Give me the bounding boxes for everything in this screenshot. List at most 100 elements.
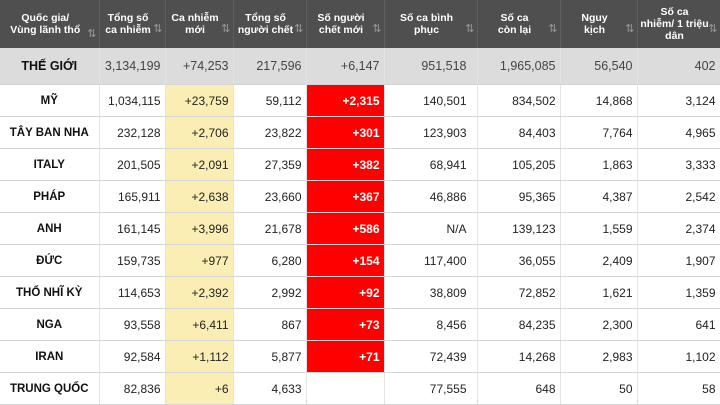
sort-icon: ⇅ (465, 23, 474, 35)
deaths-cell: 23,822 (233, 116, 307, 149)
sort-icon: ⇅ (708, 23, 717, 35)
active-cell: 105,205 (477, 148, 561, 181)
total-cases-cell: 232,128 (99, 116, 166, 149)
table-row: TÂY BAN NHA 232,128 +2,706 23,822 +301 1… (0, 116, 720, 149)
deaths-cell: 5,877 (233, 340, 307, 373)
new-cases-cell: +23,759 (165, 84, 234, 117)
table-row: PHÁP 165,911 +2,638 23,660 +367 46,886 9… (0, 180, 720, 213)
country-cell: TRUNG QUỐC (0, 372, 100, 405)
country-cell: THẾ GIỚI (0, 48, 100, 85)
sort-icon: ⇅ (625, 23, 634, 35)
new-cases-cell: +977 (165, 244, 234, 277)
critical-cell: 7,764 (560, 116, 638, 149)
new-cases-cell: +6 (165, 372, 234, 405)
total-cases-cell: 1,034,115 (99, 84, 166, 117)
critical-cell: 1,621 (560, 276, 638, 309)
col-header-new-cases[interactable]: Ca nhiễm mới ⇅ (165, 0, 234, 48)
recovered-cell: 38,809 (384, 276, 478, 309)
new-cases-cell: +3,996 (165, 212, 234, 245)
active-cell: 95,365 (477, 180, 561, 213)
table-row: ANH 161,145 +3,996 21,678 +586 N/A 139,1… (0, 212, 720, 245)
active-cell: 648 (477, 372, 561, 405)
new-cases-cell: +2,091 (165, 148, 234, 181)
recovered-cell: 8,456 (384, 308, 478, 341)
total-cases-cell: 161,145 (99, 212, 166, 245)
active-cell: 84,403 (477, 116, 561, 149)
new-cases-cell: +1,112 (165, 340, 234, 373)
per-million-cell: 1,102 (637, 340, 720, 373)
sort-icon: ⇅ (153, 23, 162, 35)
new-cases-cell: +2,392 (165, 276, 234, 309)
col-header-per-million[interactable]: Số ca nhiễm/ 1 triệu dân ⇅ (637, 0, 720, 48)
total-cases-cell: 114,653 (99, 276, 166, 309)
sort-icon: ⇅ (294, 23, 303, 35)
per-million-cell: 1,907 (637, 244, 720, 277)
header-row: Quốc gia/ Vùng lãnh thổ ⇅ Tổng số ca nhiễ… (0, 0, 720, 48)
critical-cell: 14,868 (560, 84, 638, 117)
new-cases-cell: +6,411 (165, 308, 234, 341)
per-million-cell: 2,542 (637, 180, 720, 213)
new-deaths-cell: +367 (306, 180, 385, 213)
total-cases-cell: 3,134,199 (99, 48, 166, 85)
per-million-cell: 3,333 (637, 148, 720, 181)
critical-cell: 2,983 (560, 340, 638, 373)
per-million-cell: 402 (637, 48, 720, 85)
critical-cell: 4,387 (560, 180, 638, 213)
recovered-cell: 140,501 (384, 84, 478, 117)
deaths-cell: 59,112 (233, 84, 307, 117)
recovered-cell: 68,941 (384, 148, 478, 181)
table-row: MỸ 1,034,115 +23,759 59,112 +2,315 140,5… (0, 84, 720, 117)
sort-icon: ⇅ (548, 23, 557, 35)
critical-cell: 56,540 (560, 48, 638, 85)
active-cell: 14,268 (477, 340, 561, 373)
new-deaths-cell: +382 (306, 148, 385, 181)
per-million-cell: 4,965 (637, 116, 720, 149)
active-cell: 1,965,085 (477, 48, 561, 85)
col-header-new-deaths[interactable]: Số người chết mới ⇅ (306, 0, 385, 48)
new-deaths-cell: +92 (306, 276, 385, 309)
total-cases-cell: 165,911 (99, 180, 166, 213)
total-cases-cell: 92,584 (99, 340, 166, 373)
country-cell: NGA (0, 308, 100, 341)
table-row: THỔ NHĨ KỲ 114,653 +2,392 2,992 +92 38,8… (0, 276, 720, 309)
col-header-country[interactable]: Quốc gia/ Vùng lãnh thổ ⇅ (0, 0, 100, 48)
deaths-cell: 21,678 (233, 212, 307, 245)
sort-icon: ⇅ (372, 23, 381, 35)
total-cases-cell: 201,505 (99, 148, 166, 181)
critical-cell: 1,559 (560, 212, 638, 245)
critical-cell: 2,409 (560, 244, 638, 277)
col-header-total-cases[interactable]: Tổng số ca nhiễm ⇅ (99, 0, 166, 48)
table-row: TRUNG QUỐC 82,836 +6 4,633 77,555 648 50… (0, 372, 720, 405)
new-deaths-cell: +73 (306, 308, 385, 341)
recovered-cell: 77,555 (384, 372, 478, 405)
country-cell: ANH (0, 212, 100, 245)
col-header-critical[interactable]: Nguy kịch ⇅ (560, 0, 638, 48)
country-cell: PHÁP (0, 180, 100, 213)
table-row: NGA 93,558 +6,411 867 +73 8,456 84,235 2… (0, 308, 720, 341)
recovered-cell: 72,439 (384, 340, 478, 373)
country-cell: TÂY BAN NHA (0, 116, 100, 149)
per-million-cell: 58 (637, 372, 720, 405)
country-cell: IRAN (0, 340, 100, 373)
per-million-cell: 3,124 (637, 84, 720, 117)
col-header-total-deaths[interactable]: Tổng số người chết ⇅ (233, 0, 307, 48)
new-deaths-cell: +2,315 (306, 84, 385, 117)
active-cell: 834,502 (477, 84, 561, 117)
deaths-cell: 6,280 (233, 244, 307, 277)
table-row-world: THẾ GIỚI 3,134,199 +74,253 217,596 +6,14… (0, 48, 720, 85)
critical-cell: 2,300 (560, 308, 638, 341)
recovered-cell: 46,886 (384, 180, 478, 213)
col-header-recovered[interactable]: Số ca bình phục ⇅ (384, 0, 478, 48)
critical-cell: 50 (560, 372, 638, 405)
total-cases-cell: 93,558 (99, 308, 166, 341)
new-deaths-cell (306, 372, 385, 405)
col-header-active[interactable]: Số ca còn lại ⇅ (477, 0, 561, 48)
recovered-cell: 951,518 (384, 48, 478, 85)
table-row: IRAN 92,584 +1,112 5,877 +71 72,439 14,2… (0, 340, 720, 373)
per-million-cell: 641 (637, 308, 720, 341)
deaths-cell: 23,660 (233, 180, 307, 213)
per-million-cell: 1,359 (637, 276, 720, 309)
country-cell: THỔ NHĨ KỲ (0, 276, 100, 309)
total-cases-cell: 159,735 (99, 244, 166, 277)
